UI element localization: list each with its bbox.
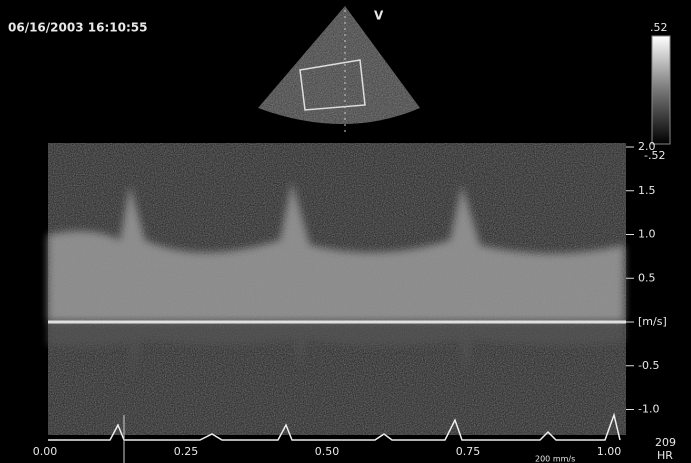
probe-marker: V [374,9,384,23]
time-label: 0.50 [315,445,340,458]
time-label: 0.75 [456,445,481,458]
velocity-label: -1.0 [638,403,659,416]
heart-rate-label: HR [657,449,673,462]
gray-scale-bar [652,36,670,144]
ultrasound-screen: 06/16/2003 16:10:55 V .52 -.52 2.01.51.0… [0,0,691,463]
velocity-label: [m/s] [638,315,667,328]
time-label: 0.00 [33,445,58,458]
gray-scale-top: .52 [650,21,668,34]
velocity-label: 0.5 [638,271,656,284]
velocity-label: 1.5 [638,184,656,197]
doppler-spectrum [48,143,626,435]
time-label: 1.00 [597,445,622,458]
velocity-label: -0.5 [638,359,659,372]
timestamp: 06/16/2003 16:10:55 [8,21,147,35]
time-label: 0.25 [174,445,199,458]
velocity-label: 1.0 [638,228,656,241]
sweep-speed: 200 mm/s [535,455,575,463]
velocity-label: 2.0 [638,140,656,153]
heart-rate-value: 209 [655,436,676,449]
